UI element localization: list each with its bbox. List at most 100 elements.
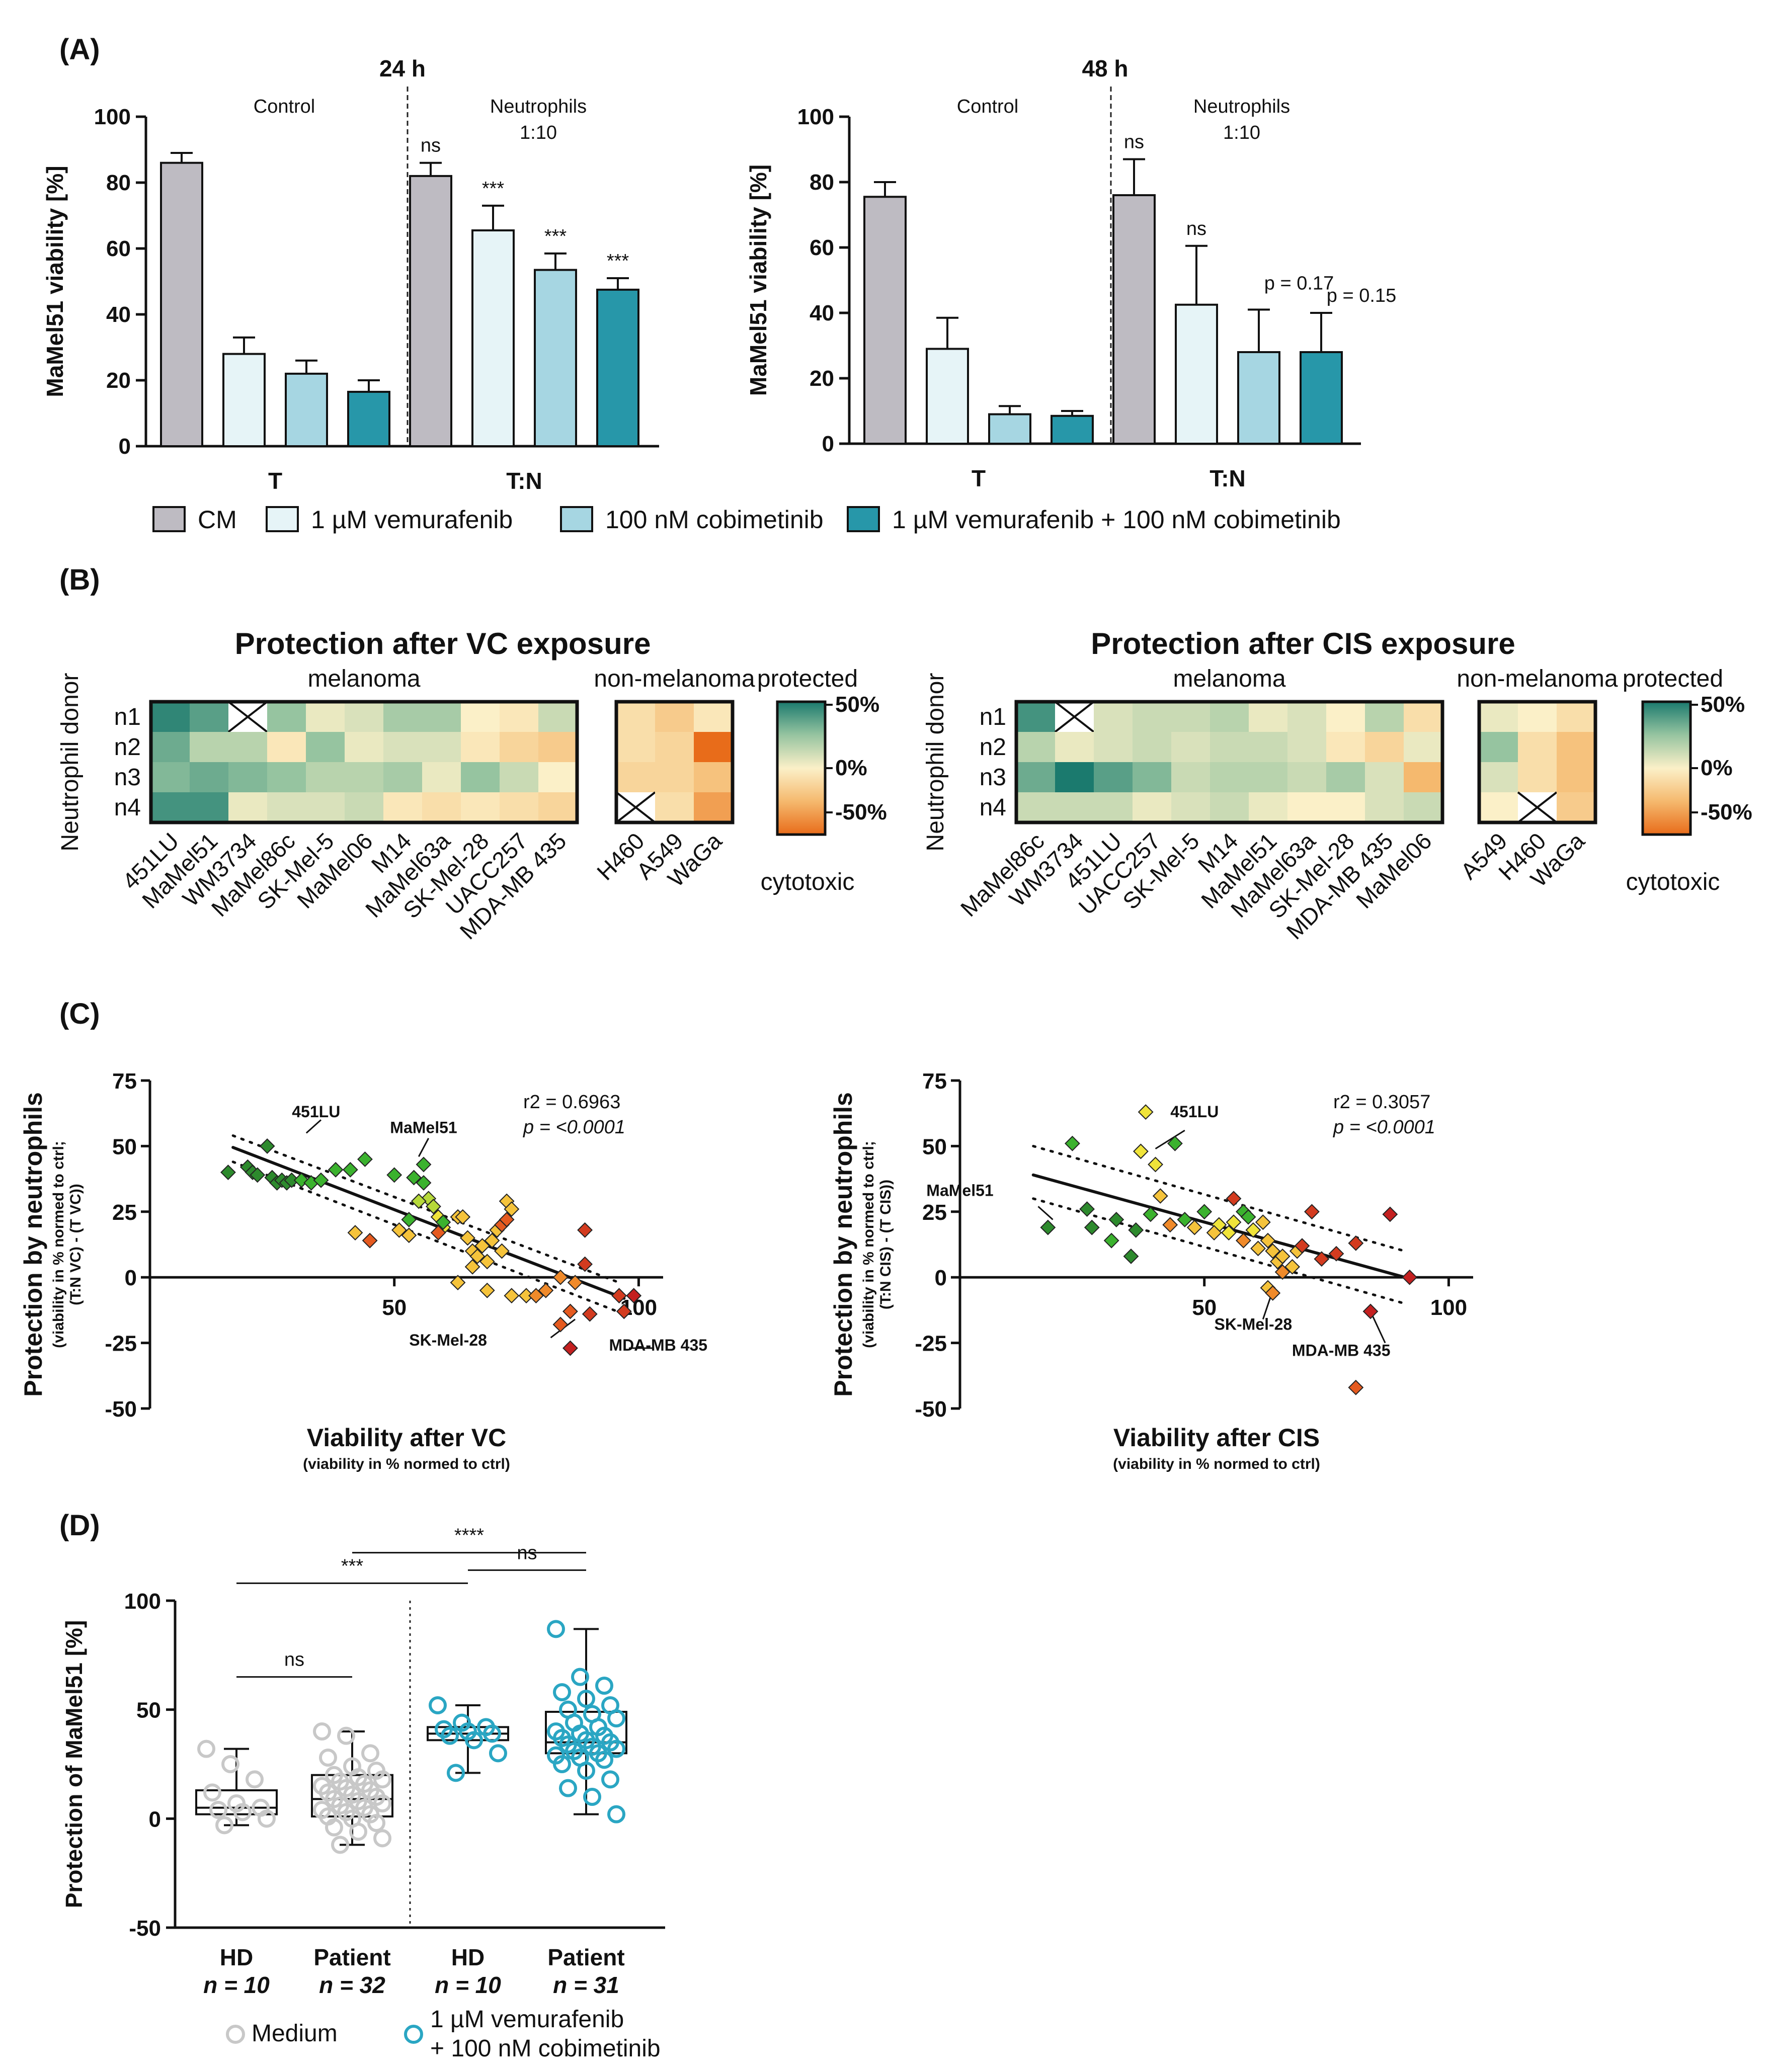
- data-point: [349, 1822, 367, 1841]
- legend-label: 1 µM vemurafenib + 100 nM cobimetinib: [892, 506, 1341, 534]
- heatmap-cell: [1055, 792, 1094, 822]
- group-label-control: Control: [957, 96, 1019, 117]
- heatmap-cell: [461, 792, 500, 822]
- group-label-melanoma: melanoma: [1173, 666, 1285, 692]
- row-axis-label: Neutrophil donor: [57, 673, 84, 852]
- heatmap-cell: [1287, 762, 1326, 792]
- heatmap-cell: [267, 732, 306, 762]
- y-tick-label: 25: [922, 1200, 947, 1225]
- colorbar-bottom-label: cytotoxic: [761, 869, 855, 895]
- heatmap-cell: [461, 762, 500, 792]
- scatter-point: [411, 1193, 427, 1209]
- scatter-point: [474, 1238, 490, 1254]
- data-point: [233, 1803, 252, 1821]
- bar: [1112, 194, 1156, 445]
- scatter-point: [464, 1259, 480, 1275]
- heatmap-cell: [1287, 702, 1326, 732]
- scatter-point: [259, 1138, 275, 1154]
- data-point: [577, 1690, 595, 1708]
- y-axis-sublabel-1: (viability in % normed to ctrl;: [50, 1141, 67, 1348]
- heatmap-cell: [1171, 762, 1210, 792]
- label-leader: [1155, 1129, 1185, 1149]
- y-axis-label: MaMel51 viability [%]: [745, 164, 771, 396]
- confidence-lower: [1032, 1197, 1406, 1305]
- heatmap-cell: [1171, 702, 1210, 732]
- bar: [988, 413, 1031, 445]
- heatmap-cell: [1094, 762, 1133, 792]
- heatmap-cell: [267, 702, 306, 732]
- heatmap-cell: [1133, 732, 1171, 762]
- heatmap-cell: [383, 792, 422, 822]
- x-group-label: T:N: [1210, 465, 1246, 491]
- heatmap-cell: [1557, 732, 1595, 762]
- point-annotation: MaMel51: [390, 1118, 457, 1136]
- group-label: HD: [451, 1944, 485, 1970]
- bar: [160, 161, 203, 447]
- heatmap-cell: [1365, 792, 1404, 822]
- scatter-point: [416, 1156, 432, 1173]
- row-label: n4: [114, 794, 141, 821]
- row-label: n3: [980, 764, 1006, 791]
- scatter-point: [1382, 1206, 1398, 1222]
- heatmap-cell: [616, 732, 655, 762]
- scatter-point: [1362, 1303, 1379, 1319]
- heatmap-cell: [190, 732, 228, 762]
- significance-label: ns: [1186, 218, 1206, 239]
- y-axis-label: Protection by neutrophils: [19, 1092, 47, 1397]
- data-point: [246, 1770, 264, 1789]
- heatmap-cell: [345, 792, 383, 822]
- legend-swatch: [266, 506, 299, 532]
- heatmap-cell: [267, 762, 306, 792]
- heatmap-cell: [1479, 732, 1518, 762]
- heatmap-cell: [345, 732, 383, 762]
- heatmap-cell: [422, 732, 461, 762]
- heatmap-cell: [228, 762, 267, 792]
- bar: [863, 196, 907, 445]
- heatmap-cell: [616, 762, 655, 792]
- scatter-point: [1177, 1212, 1193, 1227]
- heatmap-cell: [538, 792, 577, 822]
- scatter-point: [1084, 1219, 1100, 1235]
- heatmap-cell: [1094, 792, 1133, 822]
- scatter-point: [1065, 1135, 1080, 1151]
- y-tick-label: -25: [105, 1332, 137, 1356]
- scatter-point: [401, 1227, 417, 1244]
- heatmap-cell: [1518, 762, 1557, 792]
- group-label: Patient: [547, 1944, 624, 1970]
- scatter-point: [1143, 1206, 1159, 1222]
- scatter-point: [1206, 1225, 1222, 1240]
- y-tick-label: 60: [106, 236, 131, 261]
- bar: [285, 372, 328, 448]
- heatmap-cell: [1249, 792, 1287, 822]
- heatmap-cell: [461, 732, 500, 762]
- heatmap-cell: [500, 792, 538, 822]
- r-squared-label: r2 = 0.3057: [1333, 1092, 1430, 1113]
- data-point: [607, 1709, 625, 1727]
- point-annotation: SK-Mel-28: [1215, 1315, 1293, 1334]
- scatter-point: [250, 1167, 266, 1183]
- scatter-point: [1274, 1249, 1291, 1264]
- significance-label: ***: [482, 178, 505, 199]
- heatmap-cell: [694, 732, 733, 762]
- heatmap-cell: [1479, 702, 1518, 732]
- heatmap-cell: [461, 702, 500, 732]
- data-point: [221, 1755, 239, 1773]
- scatter-point: [435, 1214, 451, 1230]
- y-axis-sublabel-2: (T:N CIS) - (T CIS)): [877, 1180, 894, 1309]
- heatmap-cell: [655, 792, 694, 822]
- heatmap-cell: [151, 792, 190, 822]
- heatmap-cis: Protection after CIS exposure melanoma non…: [922, 627, 1752, 944]
- scatter-point: [460, 1230, 475, 1246]
- bar: [1300, 351, 1343, 445]
- significance-label: ns: [421, 135, 441, 156]
- data-point: [258, 1809, 276, 1828]
- heatmap-cell: [1557, 792, 1595, 822]
- scatter-point: [430, 1225, 446, 1240]
- data-point: [367, 1814, 385, 1832]
- data-point: [373, 1829, 391, 1848]
- missing-cross: [1517, 791, 1558, 823]
- data-point: [483, 1724, 501, 1743]
- group-label-neutrophils: Neutrophils: [1193, 96, 1290, 117]
